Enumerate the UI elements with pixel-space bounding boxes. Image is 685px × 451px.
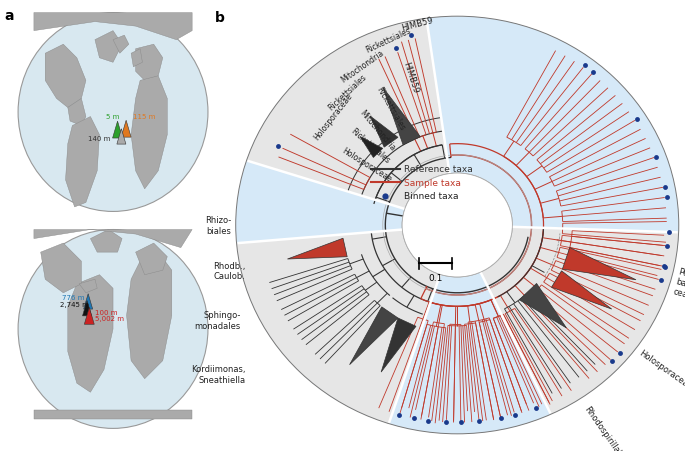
Text: a: a xyxy=(5,9,14,23)
Circle shape xyxy=(236,17,679,434)
Polygon shape xyxy=(84,294,92,309)
Polygon shape xyxy=(131,50,142,68)
Polygon shape xyxy=(381,318,416,372)
Text: HIMB59: HIMB59 xyxy=(400,16,434,33)
Polygon shape xyxy=(136,244,167,275)
Polygon shape xyxy=(562,248,636,280)
Ellipse shape xyxy=(18,14,208,212)
Polygon shape xyxy=(34,14,192,41)
Circle shape xyxy=(402,174,512,277)
Text: 140 m: 140 m xyxy=(88,136,111,142)
Polygon shape xyxy=(370,117,398,148)
Polygon shape xyxy=(349,307,398,365)
Polygon shape xyxy=(79,280,97,293)
Polygon shape xyxy=(34,410,192,419)
Polygon shape xyxy=(288,239,347,259)
Polygon shape xyxy=(112,122,123,139)
Polygon shape xyxy=(113,36,129,54)
Polygon shape xyxy=(45,45,86,108)
Polygon shape xyxy=(551,271,612,309)
Text: Reference taxa: Reference taxa xyxy=(404,165,473,174)
Polygon shape xyxy=(117,129,126,145)
Text: 100 m: 100 m xyxy=(95,309,117,315)
Circle shape xyxy=(402,174,512,277)
Text: 5 m: 5 m xyxy=(106,114,120,120)
Text: Holosporaceae: Holosporaceae xyxy=(312,91,355,142)
Text: Rhodospirillales: Rhodospirillales xyxy=(582,404,628,451)
Text: Holosporaceae: Holosporaceae xyxy=(340,147,393,184)
Polygon shape xyxy=(236,230,440,423)
Polygon shape xyxy=(68,99,86,126)
Polygon shape xyxy=(383,88,421,146)
Text: Pelagi-
bactera
ceae: Pelagi- bactera ceae xyxy=(672,266,685,303)
Text: Sample taxa: Sample taxa xyxy=(404,178,462,187)
Polygon shape xyxy=(519,284,566,328)
Polygon shape xyxy=(66,117,99,207)
Polygon shape xyxy=(136,45,163,81)
Polygon shape xyxy=(82,301,92,316)
Text: Mitochondria: Mitochondria xyxy=(339,48,385,84)
Text: Rickettsiales: Rickettsiales xyxy=(349,127,391,166)
Text: 5,002 m: 5,002 m xyxy=(95,315,124,321)
Text: 2,745 m: 2,745 m xyxy=(60,302,89,308)
Text: b: b xyxy=(215,11,225,25)
Polygon shape xyxy=(131,77,167,189)
Text: Mitochondria: Mitochondria xyxy=(358,108,397,152)
Text: 115 m: 115 m xyxy=(134,114,155,120)
Text: Rickettsiales: Rickettsiales xyxy=(374,86,406,132)
Polygon shape xyxy=(40,244,82,293)
Polygon shape xyxy=(90,230,122,253)
Polygon shape xyxy=(481,227,679,414)
Polygon shape xyxy=(121,121,131,138)
Text: Sphingo-
monadales: Sphingo- monadales xyxy=(195,311,240,330)
Polygon shape xyxy=(127,253,172,379)
Polygon shape xyxy=(34,230,192,248)
Text: HIMB59: HIMB59 xyxy=(401,60,420,94)
Text: 0.1: 0.1 xyxy=(429,274,443,283)
Text: 776 m: 776 m xyxy=(62,295,85,300)
Text: Kordiimonas,
Sneathiella: Kordiimonas, Sneathiella xyxy=(191,365,245,384)
Polygon shape xyxy=(247,19,449,209)
Text: Rickettsiales: Rickettsiales xyxy=(326,72,368,112)
Ellipse shape xyxy=(18,230,208,428)
Text: Binned taxa: Binned taxa xyxy=(404,192,459,201)
Polygon shape xyxy=(360,137,383,158)
Polygon shape xyxy=(95,32,122,63)
Polygon shape xyxy=(68,275,113,392)
Text: Rhizo-
biales: Rhizo- biales xyxy=(205,216,231,235)
Polygon shape xyxy=(84,308,95,325)
Text: Rhodb.,
Caulob.: Rhodb., Caulob. xyxy=(213,261,245,280)
Text: Rickettsiales: Rickettsiales xyxy=(364,26,413,55)
Text: Holosporaceae: Holosporaceae xyxy=(638,348,685,391)
